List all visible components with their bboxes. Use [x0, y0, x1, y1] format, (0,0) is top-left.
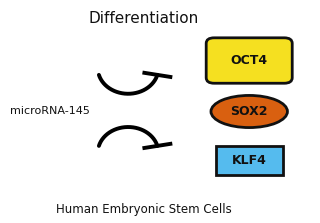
FancyBboxPatch shape	[216, 146, 283, 175]
Text: OCT4: OCT4	[231, 54, 268, 67]
Text: Differentiation: Differentiation	[89, 11, 199, 26]
Text: KLF4: KLF4	[232, 154, 267, 167]
Text: SOX2: SOX2	[230, 105, 268, 118]
FancyBboxPatch shape	[206, 38, 292, 83]
Text: Human Embryonic Stem Cells: Human Embryonic Stem Cells	[56, 202, 232, 215]
Ellipse shape	[211, 95, 287, 128]
Text: microRNA-145: microRNA-145	[10, 107, 90, 116]
